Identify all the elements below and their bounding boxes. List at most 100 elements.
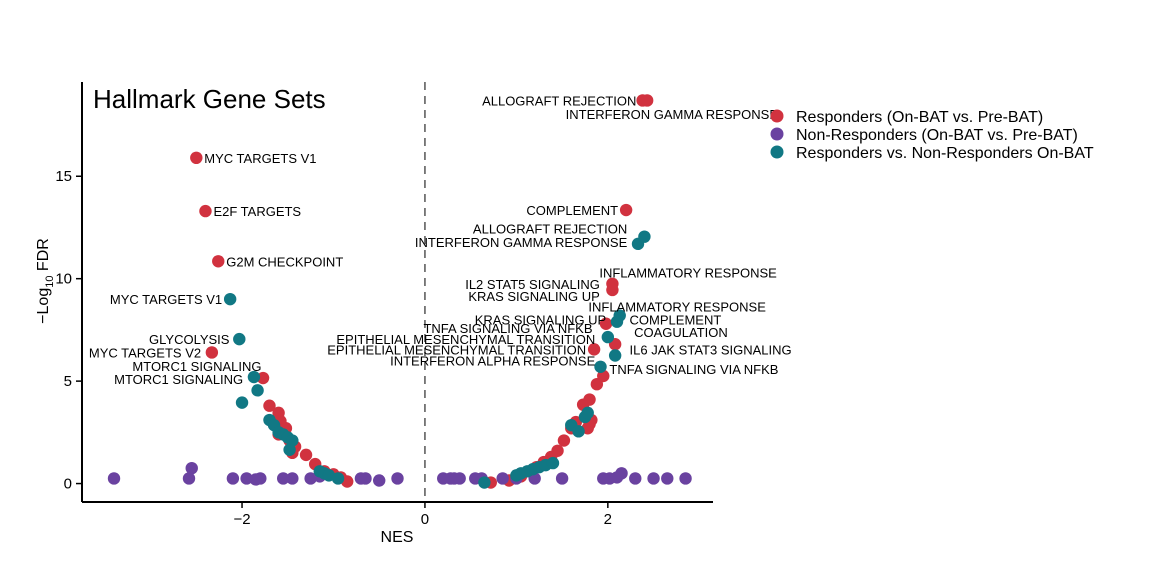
point-responders-26 — [551, 444, 564, 457]
x-axis-ticks: −2 0 2 — [233, 502, 612, 528]
point-resp-vs-nonresp-27 — [581, 406, 594, 420]
point-non-responders-8 — [286, 472, 299, 485]
annotation-label-6: INTERFERON GAMMA RESPONSE — [415, 235, 628, 250]
annotation-label-18: EPITHELIAL MESENCHYMAL TRANSITION — [336, 332, 595, 347]
point-responders-31 — [583, 393, 596, 406]
point-non-responders-30 — [647, 472, 660, 485]
annotation-label-25: MTORC1 SIGNALING — [114, 372, 243, 387]
point-resp-vs-nonresp-28 — [594, 360, 607, 373]
annotation-label-12: INFLAMMATORY RESPONSE — [588, 299, 766, 314]
points-layer — [107, 94, 692, 489]
point-responders-37 — [587, 343, 601, 356]
annotation-label-15: TNFA SIGNALING VIA NFKB — [423, 321, 592, 336]
annotation-label-24: TNFA SIGNALING VIA NFKB — [609, 362, 778, 377]
point-non-responders-21 — [496, 472, 509, 485]
legend-label-resp-vs-nonresp: Responders vs. Non-Responders On-BAT — [796, 145, 1094, 162]
point-responders-41 — [606, 283, 619, 297]
point-resp-vs-nonresp-15 — [331, 472, 345, 485]
point-non-responders-2 — [185, 461, 198, 475]
legend-swatch-responders — [770, 109, 784, 123]
point-responders-2 — [212, 255, 225, 268]
point-resp-vs-nonresp-1 — [233, 332, 246, 346]
point-non-responders-31 — [661, 472, 674, 485]
annotation-label-23: MTORC1 SIGNALING — [132, 359, 261, 374]
x-tick-label-0: −2 — [233, 511, 250, 528]
annotation-label-2: MYC TARGETS V1 — [204, 151, 316, 166]
point-resp-vs-nonresp-11 — [283, 443, 296, 456]
annotation-label-16: COAGULATION — [634, 325, 728, 340]
annotation-label-4: COMPLEMENT — [526, 203, 618, 218]
annotation-label-17: GLYCOLYSIS — [149, 332, 230, 347]
point-non-responders-18 — [453, 472, 466, 485]
point-non-responders-29 — [629, 472, 642, 485]
annotation-label-5: ALLOGRAFT REJECTION — [473, 221, 627, 236]
x-tick-label-2: 2 — [604, 511, 612, 528]
y-tick-label-0: 0 — [64, 476, 72, 493]
y-axis-title-subscript: 10 — [44, 276, 56, 288]
point-resp-vs-nonresp-3 — [235, 396, 249, 409]
chart-title: Hallmark Gene Sets — [93, 84, 326, 114]
point-resp-vs-nonresp-23 — [546, 456, 560, 470]
point-resp-vs-nonresp-4 — [251, 384, 264, 397]
point-non-responders-24 — [555, 472, 569, 485]
y-tick-label-2: 10 — [55, 271, 72, 288]
y-axis-title: −Log10 FDR — [35, 238, 56, 324]
point-non-responders-14 — [391, 472, 404, 485]
point-responders-0 — [190, 151, 203, 165]
annotation-label-9: IL2 STAT5 SIGNALING — [465, 277, 600, 292]
point-non-responders-32 — [679, 472, 692, 485]
point-resp-vs-nonresp-2 — [247, 370, 261, 384]
annotation-label-14: COMPLEMENT — [630, 313, 722, 328]
point-responders-13 — [299, 448, 313, 462]
point-non-responders-6 — [254, 472, 267, 485]
point-non-responders-12 — [359, 472, 372, 485]
x-tick-label-1: 0 — [421, 511, 429, 528]
point-resp-vs-nonresp-29 — [601, 330, 615, 344]
annotation-label-0: ALLOGRAFT REJECTION — [482, 93, 636, 108]
annotation-label-21: MYC TARGETS V2 — [89, 345, 201, 360]
y-tick-label-1: 5 — [64, 373, 72, 390]
point-non-responders-4 — [240, 472, 253, 485]
point-non-responders-3 — [226, 472, 240, 485]
annotation-label-22: INTERFERON ALPHA RESPONSE — [390, 354, 595, 369]
legend-label-non-responders: Non-Responders (On-BAT vs. Pre-BAT) — [796, 127, 1078, 144]
y-axis-ticks: 0 5 10 15 — [55, 168, 82, 493]
legend: Responders (On-BAT vs. Pre-BAT) Non-Resp… — [770, 109, 1094, 162]
point-responders-5 — [263, 399, 276, 412]
annotation-label-19: EPITHELIAL MESENCHYMAL TRANSITION — [327, 342, 586, 357]
point-resp-vs-nonresp-0 — [223, 292, 237, 306]
annotation-label-8: INFLAMMATORY RESPONSE — [599, 266, 777, 281]
legend-swatch-non-responders — [770, 127, 784, 141]
annotation-label-11: MYC TARGETS V1 — [110, 292, 222, 307]
point-responders-1 — [199, 204, 212, 218]
point-resp-vs-nonresp-16 — [478, 476, 491, 489]
point-resp-vs-nonresp-32 — [613, 309, 626, 322]
point-non-responders-7 — [276, 472, 290, 485]
annotation-label-3: E2F TARGETS — [213, 204, 301, 219]
point-non-responders-0 — [107, 472, 121, 485]
annotation-label-1: INTERFERON GAMMA RESPONSE — [566, 107, 779, 122]
annotation-label-20: IL6 JAK STAT3 SIGNALING — [630, 342, 792, 357]
legend-swatch-resp-vs-nonresp — [770, 145, 784, 159]
y-tick-label-3: 15 — [55, 168, 72, 185]
annotation-label-10: KRAS SIGNALING UP — [468, 289, 599, 304]
x-axis-title: NES — [381, 529, 414, 546]
point-responders-27 — [557, 434, 571, 447]
legend-label-responders: Responders (On-BAT vs. Pre-BAT) — [796, 109, 1043, 126]
point-responders-42 — [619, 203, 633, 217]
point-responders-4 — [256, 371, 270, 385]
point-resp-vs-nonresp-25 — [572, 425, 585, 438]
annotation-label-7: G2M CHECKPOINT — [226, 254, 343, 269]
point-non-responders-28 — [615, 467, 628, 480]
point-resp-vs-nonresp-34 — [638, 230, 651, 243]
y-axis-title-prefix: −Log — [35, 288, 52, 324]
point-non-responders-1 — [182, 472, 196, 485]
point-non-responders-13 — [373, 474, 386, 487]
point-resp-vs-nonresp-30 — [608, 349, 622, 362]
annotation-label-13: KRAS SIGNALING UP — [475, 313, 606, 328]
point-responders-3 — [205, 346, 219, 359]
point-responders-38 — [599, 317, 613, 330]
